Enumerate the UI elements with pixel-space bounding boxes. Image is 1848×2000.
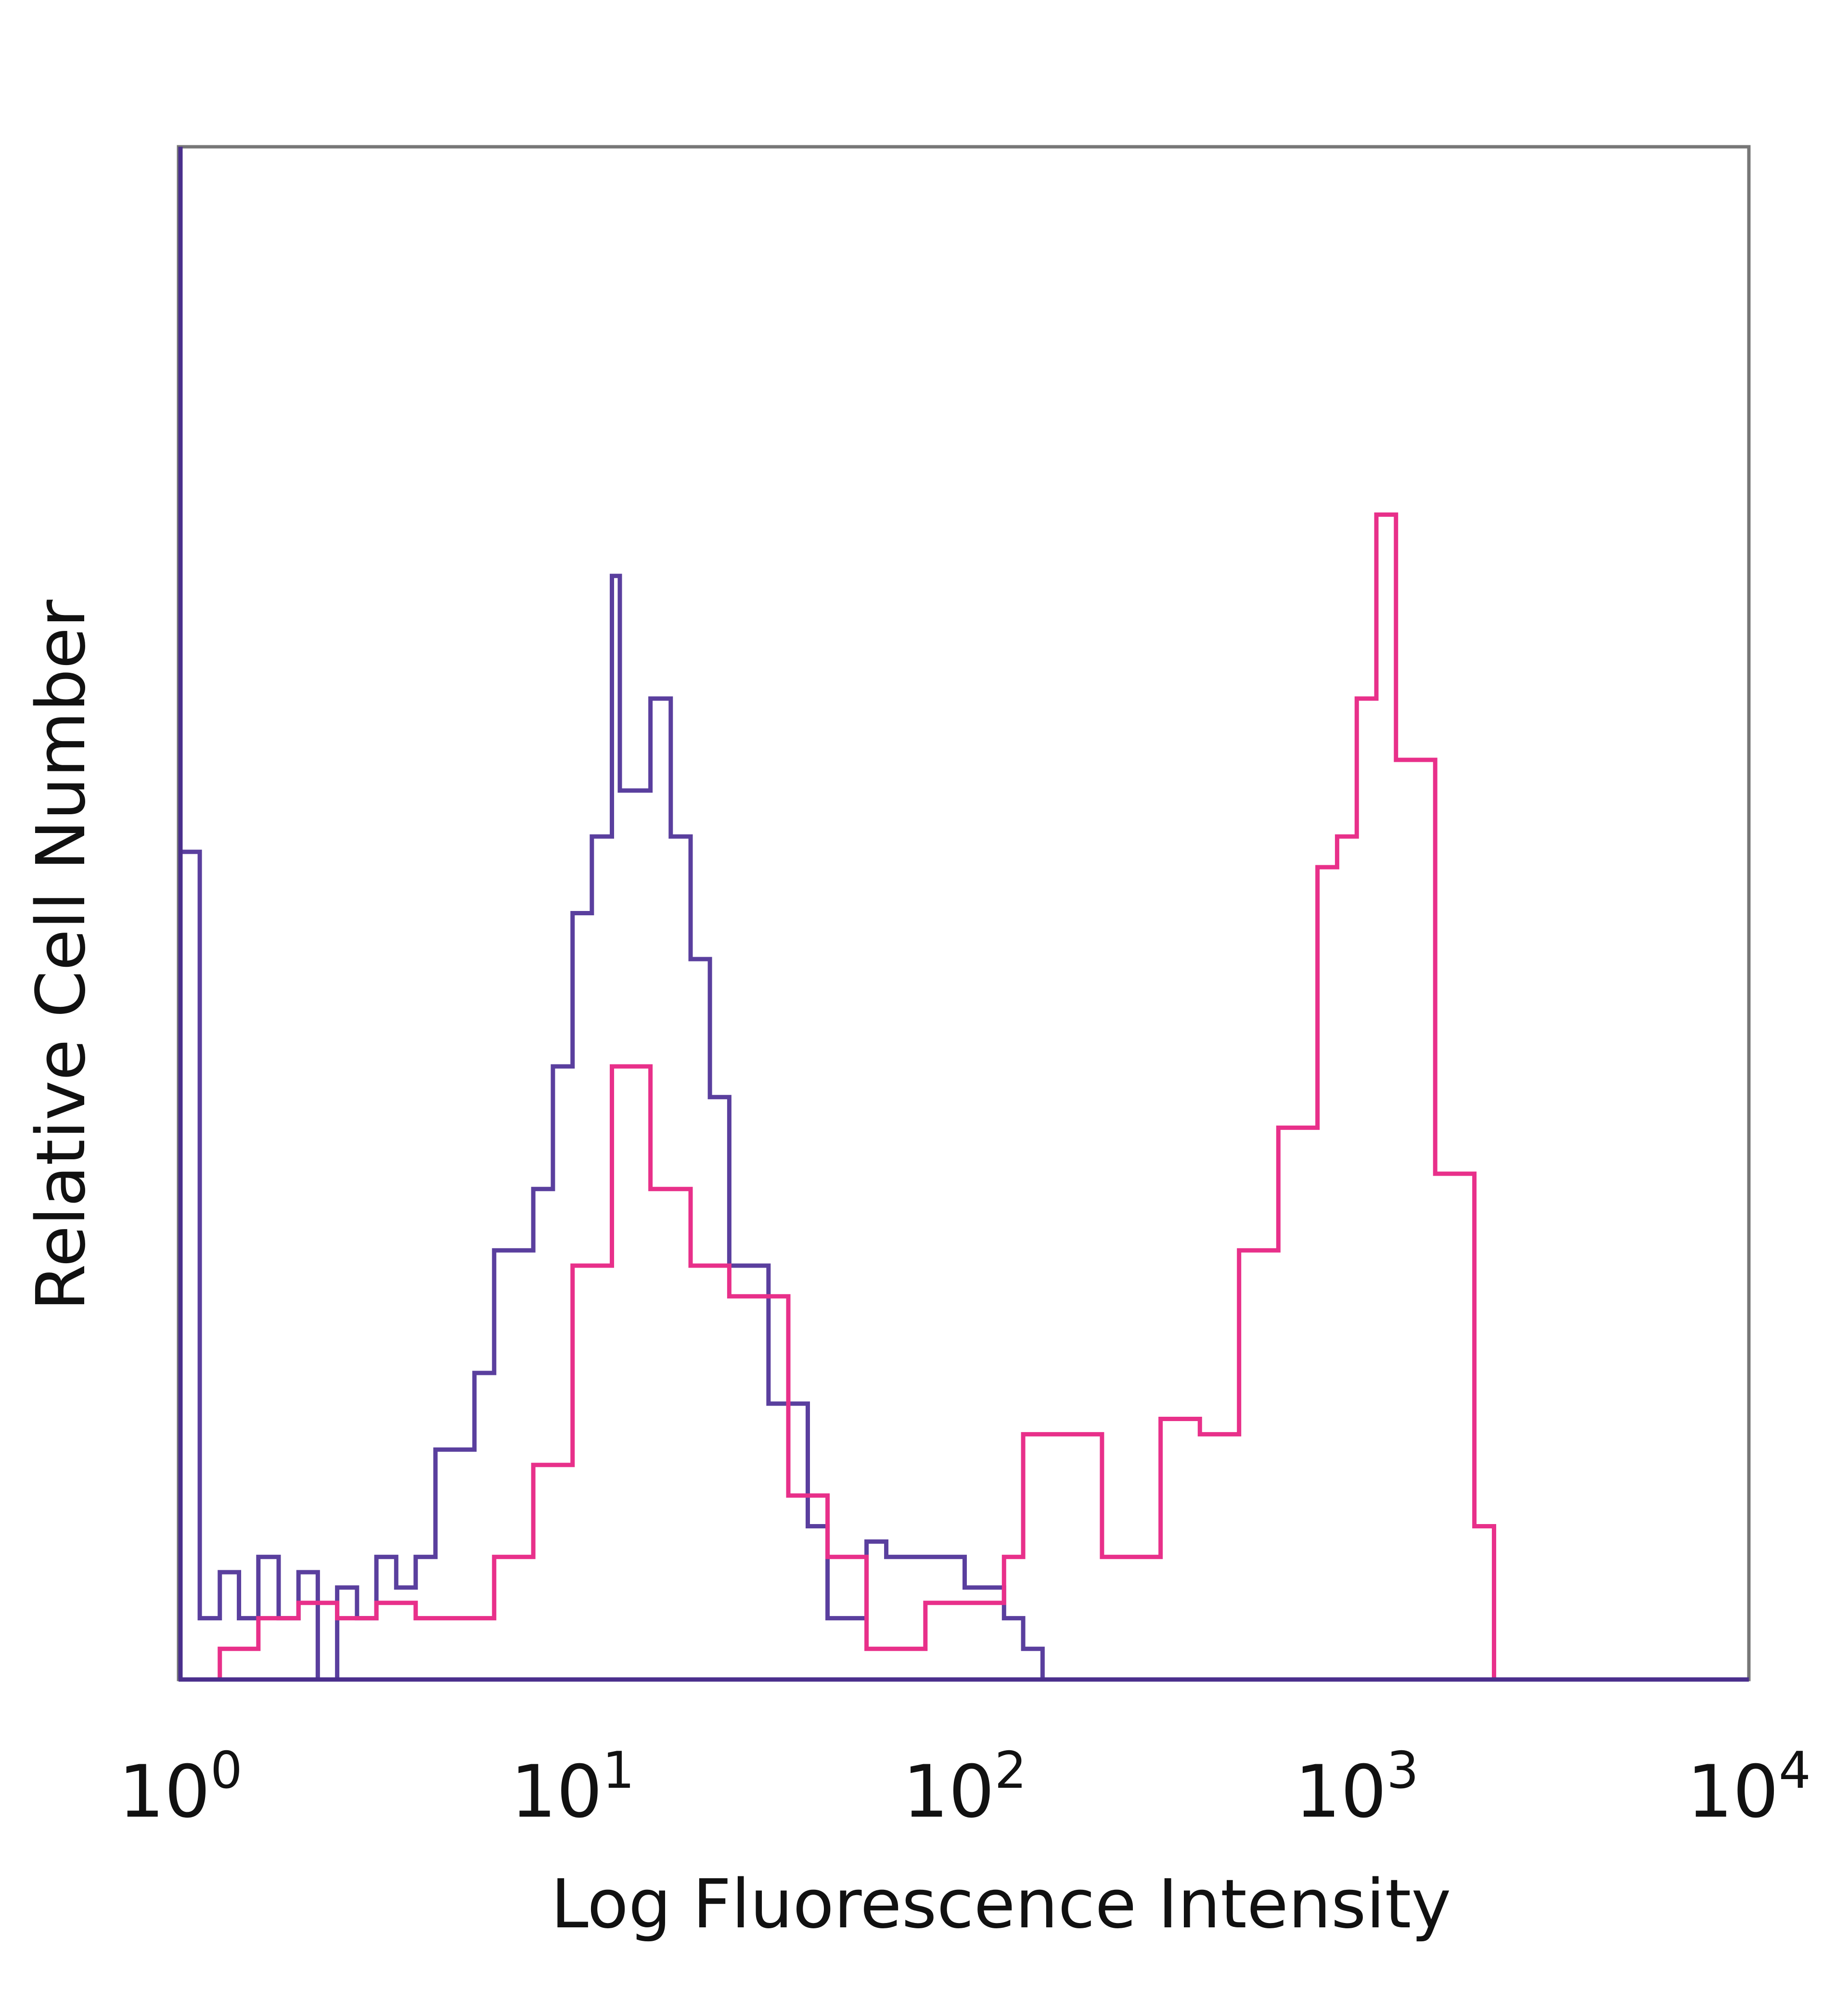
x-tick-label: 101 (511, 1741, 635, 1834)
series-1 (218, 512, 1504, 1682)
x-tick-label: 102 (903, 1741, 1027, 1834)
plot-frame (177, 145, 1751, 1681)
x-tick-label: 100 (118, 1741, 243, 1834)
series-line-1 (218, 512, 1504, 1682)
series-line-0 (178, 574, 1052, 1682)
x-axis-label: Log Fluorescence Intensity (551, 1865, 1451, 1944)
x-tick-label: 104 (1687, 1741, 1811, 1834)
series-0 (178, 574, 1052, 1682)
x-tick-label: 103 (1295, 1741, 1419, 1834)
y-axis-label: Relative Cell Number (22, 600, 101, 1311)
